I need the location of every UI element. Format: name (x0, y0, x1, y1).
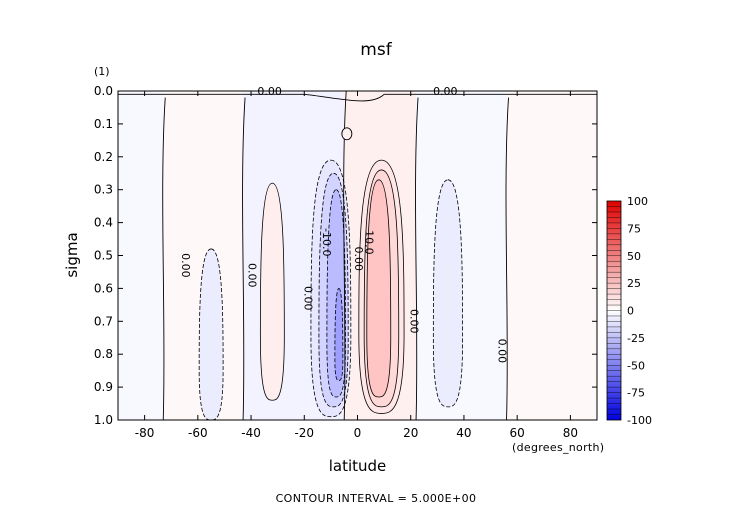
chart-subtitle: (1) (94, 65, 110, 78)
contour-field (118, 91, 597, 420)
small-zero-contour (341, 127, 353, 141)
x-tick-label: 0 (354, 426, 362, 440)
contour-label: 0.00 (496, 339, 509, 364)
y-tick-label: 0.2 (94, 150, 113, 164)
contour-cell-north-hadley-core (366, 179, 392, 398)
y-tick-label: 0.7 (94, 314, 113, 328)
y-axis-label: sigma (63, 232, 81, 278)
contour-label: 0.00 (408, 309, 421, 334)
y-tick-label: 0.0 (94, 84, 113, 98)
contour-label: 0.00 (301, 286, 314, 311)
x-tick-label: 80 (563, 426, 578, 440)
colorbar-tick-label: 25 (627, 277, 641, 290)
contour-labels: 0.00 0.000.00 0.000.00-10.00.0010.00.000.0… (179, 85, 509, 363)
contour-interval-note: CONTOUR INTERVAL = 5.000E+00 (275, 492, 477, 505)
x-tick-label: 20 (403, 426, 418, 440)
zero-contour (162, 97, 166, 420)
field-band (506, 91, 597, 420)
x-tick-label: 60 (510, 426, 525, 440)
colorbar-tick-label: 100 (627, 195, 648, 208)
colorbar-tick-label: -100 (627, 414, 652, 427)
y-axis-ticks: 0.0 0.1 0.2 0.3 0.4 0.5 0.6 0.7 0.8 0.9 1.0 (94, 84, 597, 427)
x-tick-label: -20 (294, 426, 314, 440)
contour-cell-north-subtropic (432, 179, 464, 408)
field-band (118, 91, 164, 420)
y-tick-label: 1.0 (94, 413, 113, 427)
x-axis-label: latitude (328, 457, 387, 475)
y-tick-label: 0.1 (94, 117, 113, 131)
colorbar-tick-label: 50 (627, 250, 641, 263)
x-tick-label: -40 (241, 426, 261, 440)
colorbar-tick-label: 75 (627, 222, 641, 235)
y-tick-label: 0.5 (94, 249, 113, 263)
colorbar-tick-label: 0 (627, 305, 634, 318)
contour-label: 0.00 (245, 263, 258, 288)
x-tick-label: -80 (135, 426, 155, 440)
contour-cell-south-midlat (198, 248, 224, 420)
contour-cell-south-hadley-peak (334, 287, 344, 381)
x-tick-label: 40 (456, 426, 471, 440)
zero-contour-top (118, 93, 597, 102)
x-axis-units: (degrees_north) (512, 441, 605, 454)
y-tick-label: 0.3 (94, 183, 113, 197)
x-tick-label: -60 (188, 426, 208, 440)
colorbar-tick-label: -75 (627, 387, 645, 400)
zero-contour (242, 97, 246, 420)
y-tick-label: 0.9 (94, 380, 113, 394)
y-tick-label: 0.4 (94, 216, 113, 230)
colorbar-tick-label: -25 (627, 332, 645, 345)
contour-label: 10.0 (362, 230, 375, 255)
y-tick-label: 0.8 (94, 347, 113, 361)
contour-label: 0.00 (433, 85, 458, 98)
contour-label: 0.00 (257, 85, 282, 98)
zero-contour (415, 97, 419, 420)
contour-label: 0.00 (179, 253, 192, 278)
zero-contour (505, 97, 509, 420)
x-axis-ticks: -80 -60 -40 -20 0 20 40 60 80 (135, 91, 578, 440)
contour-cell-south-subtropic (259, 182, 285, 401)
colorbar-tick-label: -50 (627, 359, 645, 372)
contour-label: -10.0 (320, 228, 333, 256)
y-tick-label: 0.6 (94, 281, 113, 295)
colorbar: 100 75 50 25 0 -25 -50 -75 -100 (606, 195, 652, 427)
contour-label: 0.00 (352, 247, 365, 272)
chart-title: msf (360, 40, 392, 60)
